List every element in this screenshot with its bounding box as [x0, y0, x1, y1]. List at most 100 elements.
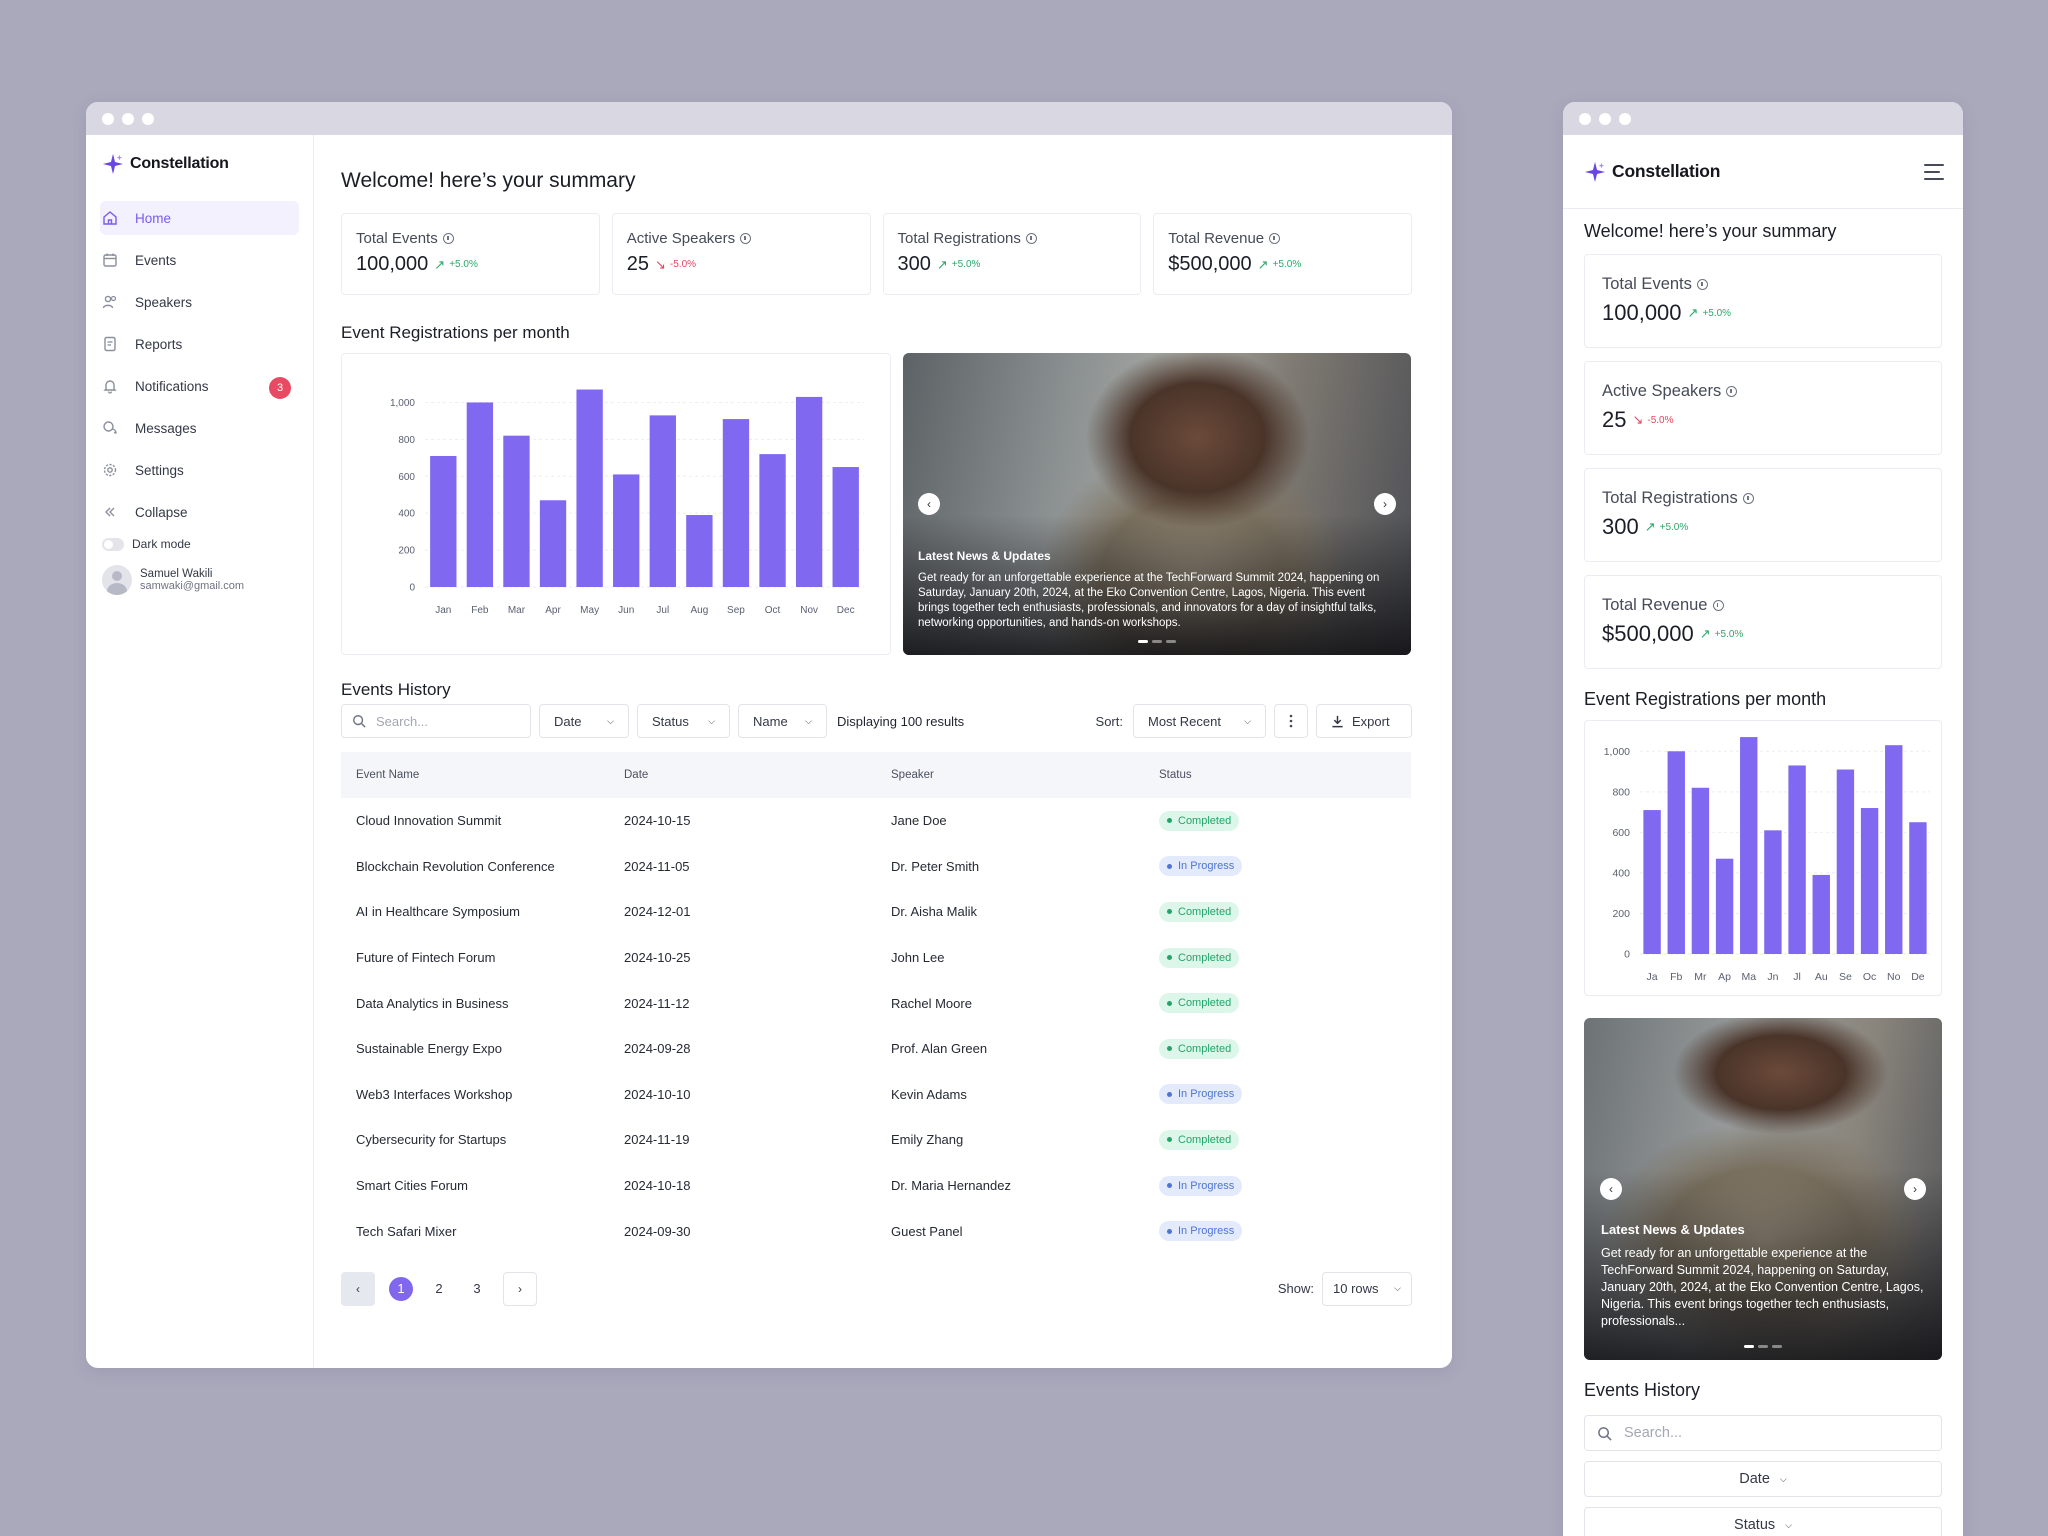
x-tick-label: Jun — [618, 605, 634, 616]
bar-jun[interactable] — [1764, 830, 1782, 954]
carousel-prev-button[interactable]: ‹ — [1600, 1178, 1622, 1200]
prev-page-button[interactable]: ‹ — [341, 1271, 375, 1306]
table-row[interactable]: Future of Fintech Forum 2024-10-25 John Le… — [341, 935, 1411, 981]
status-filter[interactable]: Status ⌵ — [637, 704, 730, 738]
bar-mar[interactable] — [1691, 787, 1710, 954]
sidebar-item-reports[interactable]: Reports — [100, 327, 299, 361]
sidebar-item-settings[interactable]: Settings — [100, 453, 299, 487]
info-icon[interactable] — [740, 233, 752, 244]
bar-feb[interactable] — [1667, 751, 1685, 954]
status-filter[interactable]: Status ⌵ — [1584, 1507, 1942, 1536]
bar-nov[interactable] — [1885, 745, 1903, 954]
window-dot[interactable] — [102, 112, 114, 125]
column-header-speaker[interactable]: Speaker — [876, 752, 1144, 798]
sidebar-item-events[interactable]: Events — [100, 243, 299, 277]
bar-oct[interactable] — [1860, 808, 1879, 954]
info-icon[interactable] — [1742, 493, 1754, 504]
bar-apr[interactable] — [1715, 858, 1734, 954]
bar-nov[interactable] — [795, 396, 823, 587]
bar-jun[interactable] — [613, 474, 640, 587]
name-filter[interactable]: Name ⌵ — [738, 704, 827, 738]
next-page-button[interactable]: › — [503, 1271, 537, 1306]
brand[interactable]: Constellation — [1584, 161, 1720, 183]
sidebar-item-notifications[interactable]: Notifications 3 — [100, 369, 299, 403]
bar-chart-svg: 0 200 400 600 800 1,000 Ja Fb Mr Ap Ma Jn Jl Au Se Oc No… — [1604, 737, 1930, 983]
info-icon[interactable] — [442, 233, 454, 244]
info-icon[interactable] — [1726, 386, 1738, 397]
date-filter[interactable]: Date ⌵ — [539, 704, 629, 738]
page-2-button[interactable]: 2 — [435, 1281, 443, 1297]
news-carousel: ‹ › Latest News & Updates Get ready for … — [903, 353, 1411, 655]
carousel-next-button[interactable]: › — [1904, 1178, 1926, 1200]
search-input[interactable]: Search... — [341, 704, 531, 738]
table-row[interactable]: Cybersecurity for Startups 2024-11-19 Emil… — [341, 1117, 1411, 1163]
sidebar-item-home[interactable]: Home — [100, 201, 299, 235]
sidebar-item-messages[interactable]: Messages — [100, 411, 299, 445]
more-options-button[interactable] — [1274, 704, 1308, 738]
rows-per-page-select[interactable]: 10 rows ⌵ — [1322, 1271, 1412, 1306]
bar-feb[interactable] — [466, 402, 494, 587]
info-icon[interactable] — [1696, 279, 1708, 290]
column-header-status[interactable]: Status — [1144, 752, 1411, 798]
table-row[interactable]: Web3 Interfaces Workshop 2024-10-10 Kevin … — [341, 1072, 1411, 1118]
info-icon[interactable] — [1712, 600, 1724, 611]
table-row[interactable]: AI in Healthcare Symposium 2024-12-01 Dr. … — [341, 889, 1411, 935]
x-tick-label: Sep — [727, 605, 745, 616]
window-dot[interactable] — [1619, 112, 1631, 125]
window-dot[interactable] — [122, 112, 134, 125]
page-1-button[interactable]: 1 — [389, 1276, 413, 1301]
carousel-next-button[interactable]: › — [1374, 493, 1396, 515]
status-badge: Completed — [1159, 947, 1240, 968]
info-icon[interactable] — [1269, 233, 1281, 244]
carousel-dot[interactable] — [1772, 1345, 1782, 1348]
bar-jan[interactable] — [1643, 810, 1661, 954]
export-button[interactable]: Export — [1316, 704, 1412, 738]
search-input[interactable]: Search... — [1584, 1415, 1942, 1451]
bar-jul[interactable] — [1788, 765, 1806, 954]
stat-value: $500,000 — [1602, 621, 1694, 646]
carousel-dot[interactable] — [1744, 1345, 1754, 1348]
table-row[interactable]: Blockchain Revolution Conference 2024-11-… — [341, 844, 1411, 890]
carousel-dot[interactable] — [1152, 640, 1162, 643]
table-row[interactable]: Tech Safari Mixer 2024-09-30 Guest Panel In… — [341, 1208, 1411, 1254]
bar-sep[interactable] — [722, 419, 750, 587]
carousel-dot[interactable] — [1758, 1345, 1768, 1348]
bar-oct[interactable] — [759, 454, 786, 587]
bar-jul[interactable] — [649, 415, 676, 587]
user-profile[interactable]: Samuel Wakili samwaki@gmail.com — [100, 565, 299, 595]
bar-mar[interactable] — [503, 435, 530, 587]
window-dot[interactable] — [1599, 112, 1611, 125]
bar-aug[interactable] — [686, 515, 713, 587]
hamburger-menu-icon[interactable] — [1924, 163, 1944, 180]
bar-sep[interactable] — [1836, 769, 1855, 954]
bar-aug[interactable] — [1812, 874, 1830, 954]
column-header-event-name[interactable]: Event Name — [341, 752, 609, 798]
bar-may[interactable] — [1740, 737, 1758, 954]
carousel-prev-button[interactable]: ‹ — [918, 493, 940, 515]
bar-dec[interactable] — [832, 467, 859, 587]
bar-dec[interactable] — [1909, 822, 1927, 954]
cell-speaker: Emily Zhang — [891, 1132, 964, 1148]
carousel-dot[interactable] — [1138, 640, 1148, 643]
page-3-button[interactable]: 3 — [473, 1281, 481, 1297]
sidebar-item-collapse[interactable]: Collapse — [100, 495, 299, 529]
window-dot[interactable] — [1579, 112, 1591, 125]
table-row[interactable]: Cloud Innovation Summit 2024-10-15 Jane Do… — [341, 798, 1411, 844]
dark-mode-toggle[interactable] — [102, 537, 124, 551]
bar-may[interactable] — [576, 389, 603, 587]
table-row[interactable]: Smart Cities Forum 2024-10-18 Dr. Maria He… — [341, 1163, 1411, 1209]
stats-row: Total Events 100,000 ↗ +5.0% Active Speakers… — [341, 213, 1412, 295]
table-row[interactable]: Sustainable Energy Expo 2024-09-28 Prof. A… — [341, 1026, 1411, 1072]
window-dot[interactable] — [142, 112, 154, 125]
bar-jan[interactable] — [430, 455, 457, 587]
date-filter[interactable]: Date ⌵ — [1584, 1461, 1942, 1497]
carousel-dot[interactable] — [1166, 640, 1176, 643]
sidebar-item-speakers[interactable]: Speakers — [100, 285, 299, 319]
table-row[interactable]: Data Analytics in Business 2024-11-12 Rach… — [341, 980, 1411, 1026]
brand[interactable]: Constellation — [102, 153, 299, 175]
info-icon[interactable] — [1025, 233, 1037, 244]
sort-select[interactable]: Most Recent ⌵ — [1133, 704, 1266, 738]
column-header-date[interactable]: Date — [609, 752, 876, 798]
bar-apr[interactable] — [539, 500, 567, 587]
status-badge: In Progress — [1159, 1221, 1243, 1242]
